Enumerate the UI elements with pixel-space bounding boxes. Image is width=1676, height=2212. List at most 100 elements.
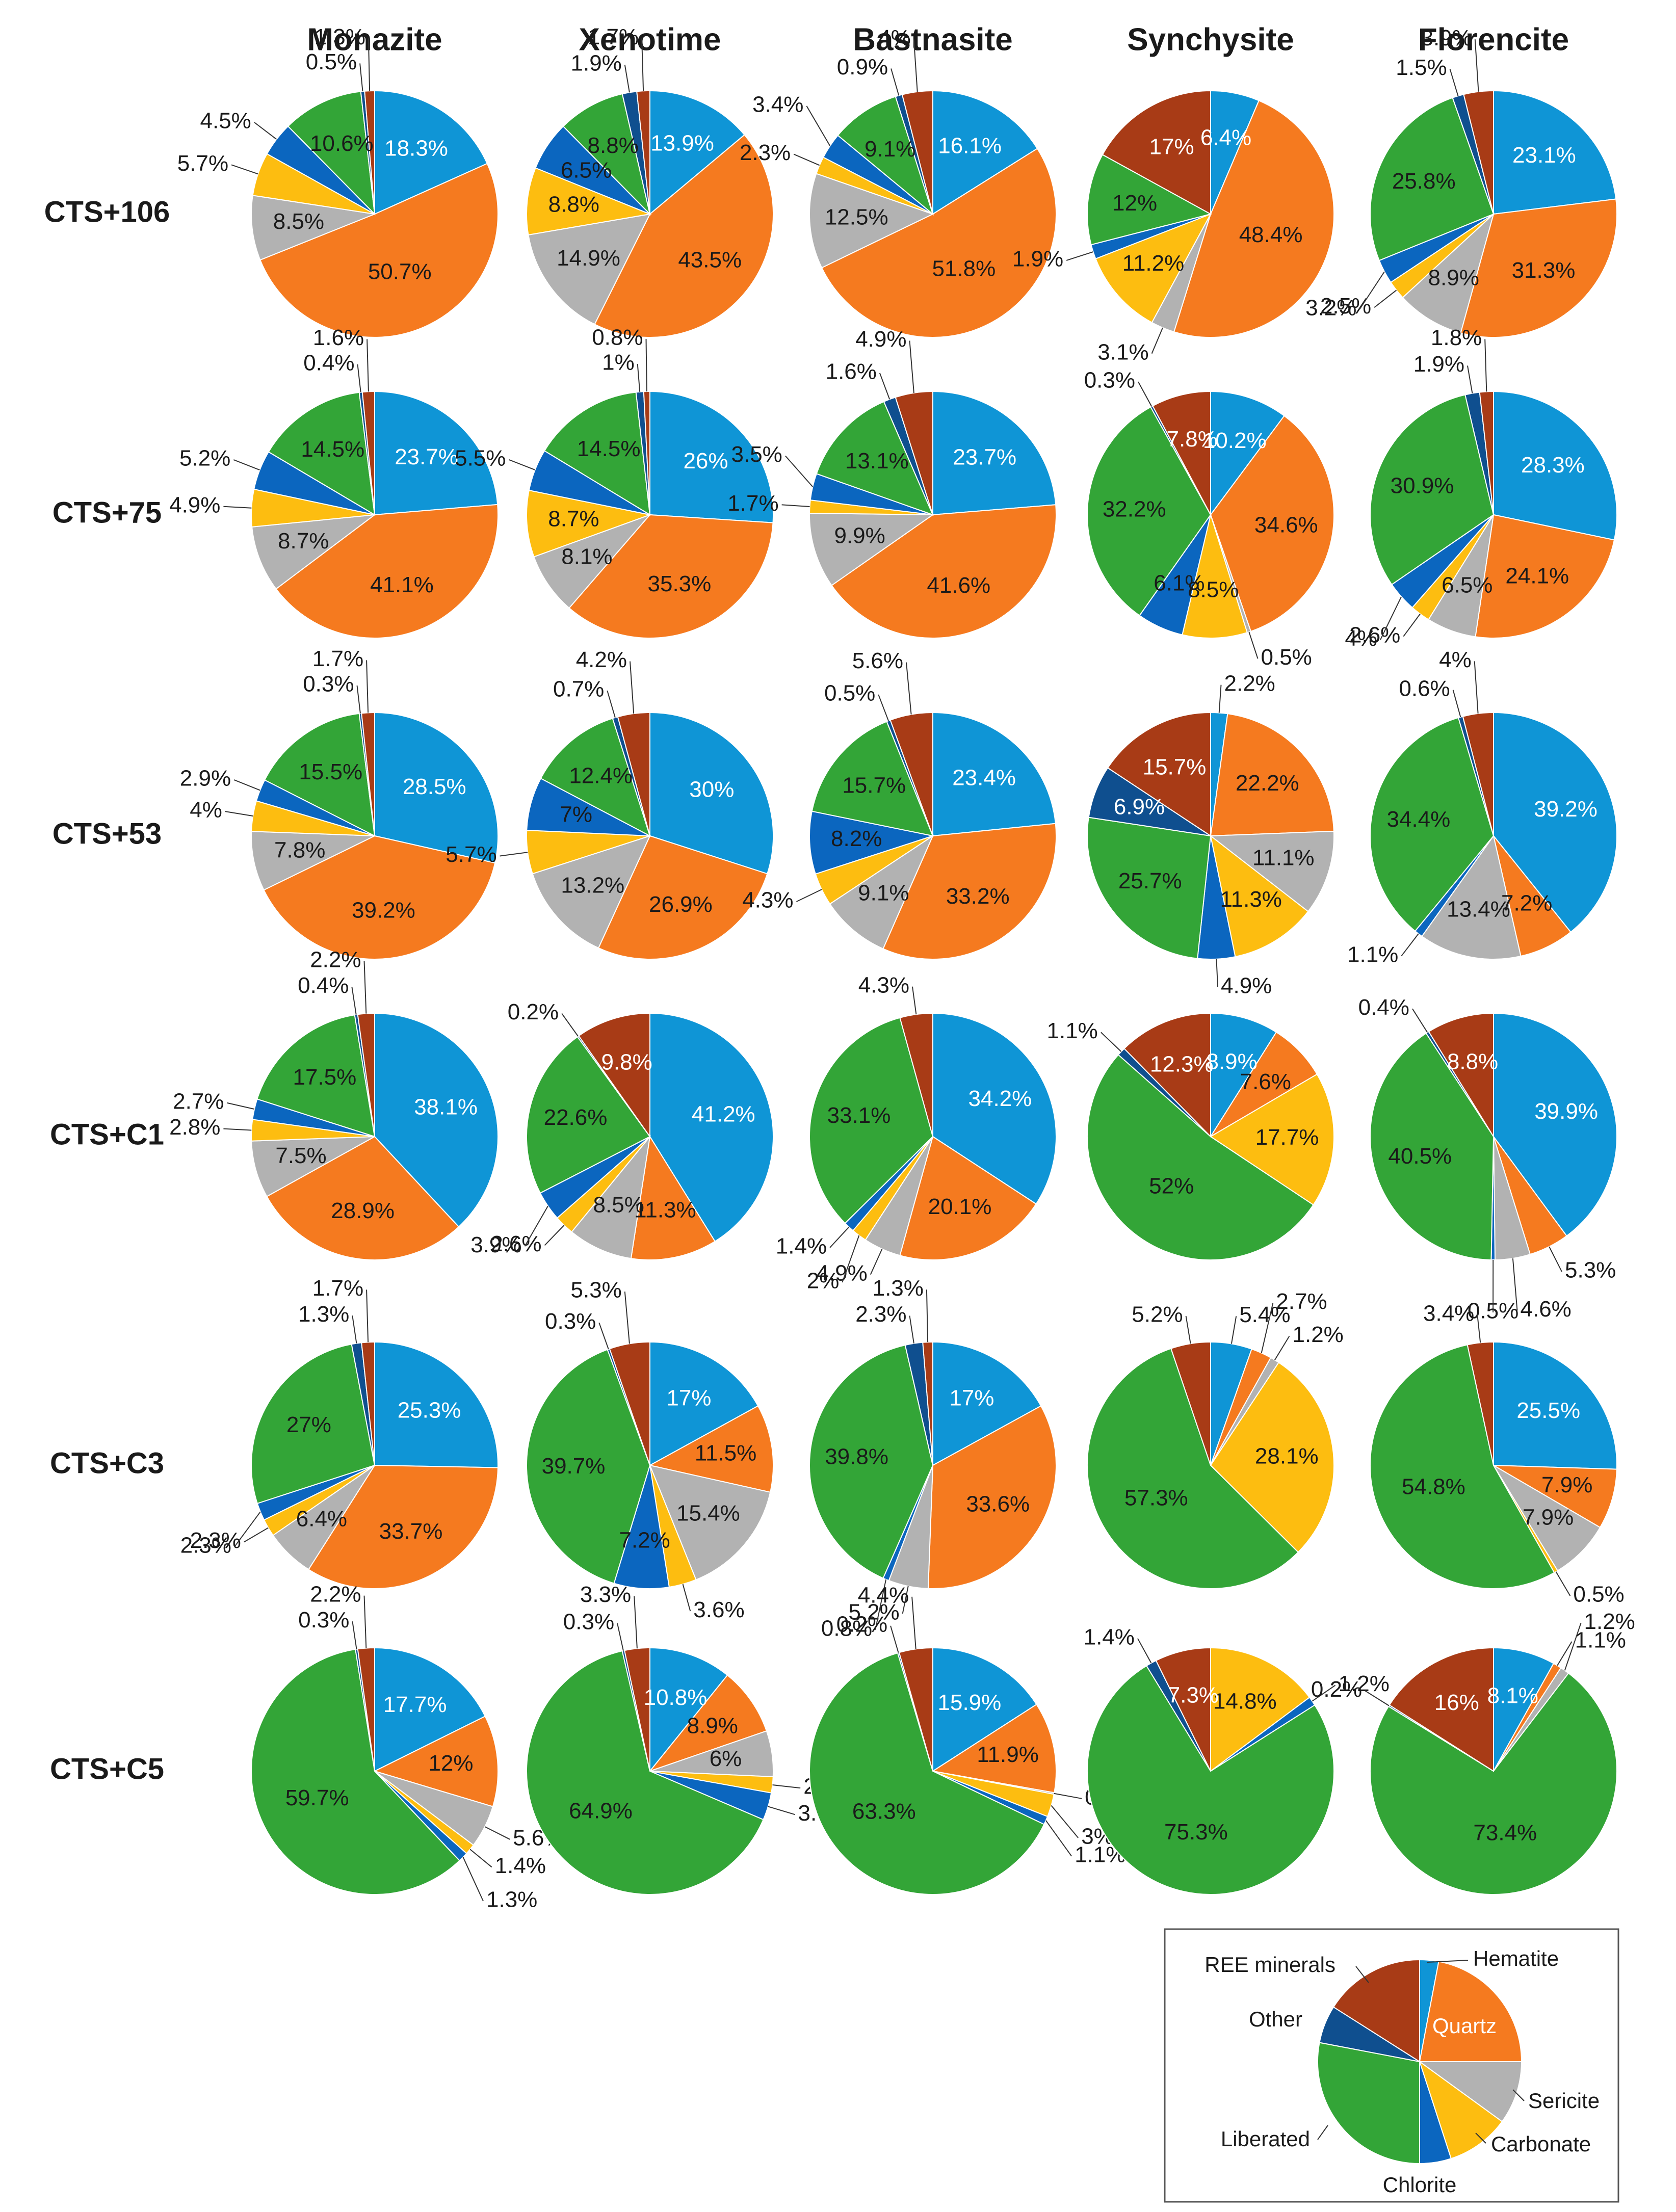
pie-cts-53-bastnasite-slice-quartz [882, 823, 1057, 960]
pie-cts-c3-bastnasite-slice-liberated [809, 1344, 934, 1579]
pie-cts-c5-bastnasite-label-liberated: 63.3% [852, 1799, 916, 1824]
pie-cts-c1-bastnasite-label-quartz: 20.1% [928, 1194, 992, 1219]
pie-cts-c5-xenotime-slice-hematite [649, 1647, 728, 1773]
pie-grid: 18.3%50.7%8.5%5.7%4.5%10.6%0.5%1.3%13.9%… [169, 24, 1635, 1912]
pie-cts-106-monazite-leader-chlorite [254, 122, 277, 140]
pie-cts-c5-florencite-leader-quartz [1557, 1641, 1573, 1666]
pie-cts-c3-xenotime-slice-chlorite [613, 1465, 670, 1589]
pie-cts-106-synchysite-slice-ree-minerals [1102, 90, 1211, 215]
pie-cts-106-xenotime-slice-quartz [594, 134, 774, 338]
pie-cts-c3-bastnasite: 17% 33.6% 5.2%0.8% 39.8% 2.3%1.3% [809, 1276, 1057, 1641]
pie-cts-53-synchysite-label-quartz: 22.2% [1236, 771, 1299, 796]
pie-cts-53-xenotime-slice-quartz [597, 835, 768, 960]
pie-cts-106-monazite-label-ree-minerals: 1.3% [315, 24, 365, 49]
pie-cts-c1-monazite-leader-chlorite [227, 1102, 255, 1110]
pie-cts-53-monazite-label-sericite: 7.8% [274, 838, 325, 863]
pie-cts-c1-xenotime-leader-chlorite [524, 1205, 548, 1247]
pie-cts-c5-bastnasite-slice-quartz [931, 1703, 1057, 1794]
pie-cts-c5-xenotime-label-quartz: 8.9% [687, 1713, 738, 1738]
pie-cts-c3-florencite-label-hematite: 25.5% [1516, 1398, 1580, 1423]
pie-cts-c5-monazite-leader-chlorite [462, 1857, 484, 1902]
pie-cts-c5-florencite-label-hematite: 8.1% [1487, 1683, 1538, 1708]
pie-cts-53-xenotime-slice-chlorite [526, 777, 650, 836]
pie-cts-c5-bastnasite-slice-hematite [932, 1647, 1037, 1772]
pie-cts-c5-bastnasite-leader-carbonate [1051, 1805, 1079, 1838]
pie-cts-53-monazite-label-other: 0.3% [303, 672, 354, 697]
pie-cts-c3-xenotime-leader-carbonate [682, 1584, 691, 1612]
pie-cts-106-florencite-leader-ree-minerals [1474, 39, 1479, 92]
pie-cts-106-xenotime-label-hematite: 13.9% [650, 131, 714, 156]
pie-cts-c1-florencite-slice-hematite [1493, 1012, 1617, 1237]
legend-item-liberated: Liberated [1221, 2127, 1310, 2151]
pie-cts-c3-bastnasite-label-other: 2.3% [855, 1302, 906, 1327]
pie-cts-106-florencite-leader-chlorite [1359, 271, 1385, 310]
pie-cts-53-bastnasite-label-quartz: 33.2% [946, 884, 1010, 909]
pie-cts-106-monazite-label-hematite: 18.3% [384, 136, 448, 161]
pie-cts-106-xenotime-slice-ree-minerals [636, 90, 650, 215]
pie-cts-75-monazite-leader-other [357, 364, 361, 392]
pie-cts-c3-monazite-label-chlorite: 2.3% [180, 1533, 231, 1558]
pie-cts-53-bastnasite-label-other: 0.5% [824, 680, 875, 705]
pie-cts-106-xenotime-slice-hematite [649, 90, 745, 216]
pie-cts-c5-synchysite: 14.8% 1.2% 75.3% 1.4% 7.3% [1084, 1624, 1390, 1895]
pie-cts-c5-monazite-leader-sericite [484, 1826, 510, 1840]
pie-cts-c1-bastnasite-label-hematite: 34.2% [968, 1086, 1032, 1111]
pie-cts-c5-monazite-label-other: 0.3% [298, 1608, 349, 1632]
pie-cts-c5-xenotime-label-other: 0.3% [563, 1610, 614, 1635]
pie-cts-75-bastnasite-label-liberated: 13.1% [845, 449, 909, 473]
pie-cts-c1-florencite-leader-other [1412, 1008, 1428, 1033]
pie-cts-106-bastnasite: 16.1% 51.8% 12.5% 2.3% 3.4% 9.1% 0.9% 4% [740, 25, 1057, 338]
pie-cts-c3-bastnasite-label-chlorite: 0.8% [821, 1616, 872, 1641]
pie-cts-c3-monazite-label-hematite: 25.3% [398, 1398, 461, 1423]
pie-cts-75-synchysite-label-quartz: 34.6% [1254, 513, 1318, 538]
pie-cts-106-synchysite-slice-quartz [1173, 99, 1335, 338]
pie-cts-75-xenotime-slice-quartz [568, 514, 774, 639]
pie-cts-75-synchysite-leader-sericite [1248, 631, 1259, 659]
pie-cts-c1-synchysite-label-quartz: 7.6% [1240, 1069, 1291, 1094]
pie-cts-106-bastnasite-leader-other [891, 68, 900, 96]
pie-cts-c1-monazite-label-ree-minerals: 2.2% [310, 947, 361, 972]
pie-cts-106-monazite-label-chlorite: 4.5% [200, 109, 251, 134]
pie-cts-75-florencite: 28.3% 24.1% 6.5% 2.6%4% 30.9% 1.9%1.8% [1345, 325, 1617, 651]
pie-cts-75-monazite-leader-chlorite [233, 459, 260, 471]
row-header-cts-53: CTS+53 [53, 817, 162, 850]
pie-cts-c1-bastnasite-leader-carbonate [842, 1235, 860, 1283]
pie-cts-c3-monazite-label-carbonate: 2.3% [190, 1528, 241, 1553]
pie-cts-c3-monazite: 25.3% 33.7% 6.4% 2.3%2.3% 27% 1.3%1.7% [180, 1276, 499, 1589]
pie-cts-c1-bastnasite-label-chlorite: 1.4% [776, 1233, 827, 1258]
pie-cts-106-monazite-label-sericite: 8.5% [273, 209, 324, 234]
pie-cts-c5-xenotime-leader-chlorite [768, 1806, 795, 1815]
pie-cts-106-florencite-label-other: 1.5% [1396, 55, 1447, 80]
pie-cts-c3-synchysite: 5.4%2.7% 1.2% 28.1% 57.3% 5.2% [1087, 1289, 1344, 1589]
pie-cts-75-monazite: 23.7% 41.1% 8.7% 4.9% 5.2% 14.5% 0.4%1.6% [169, 325, 499, 639]
pie-cts-c3-florencite-label-carbonate: 0.5% [1573, 1582, 1624, 1607]
pie-cts-53-synchysite-label-carbonate: 11.3% [1220, 887, 1282, 912]
pie-cts-c1-xenotime-label-liberated: 22.6% [544, 1105, 608, 1130]
pie-cts-75-bastnasite-label-carbonate: 1.7% [727, 491, 778, 516]
pie-cts-53-synchysite-slice-other [1088, 767, 1211, 836]
pie-cts-106-florencite-leader-other [1449, 69, 1459, 96]
pie-cts-75-synchysite-slice-liberated [1086, 406, 1212, 617]
pie-cts-c5-synchysite-leader-other [1137, 1638, 1152, 1664]
pie-cts-106-florencite-slice-liberated [1370, 97, 1495, 261]
pie-cts-c5-synchysite-slice-carbonate [1210, 1647, 1311, 1772]
pie-cts-106-synchysite-label-carbonate: 11.2% [1122, 251, 1185, 276]
pie-cts-c3-monazite-label-liberated: 27% [286, 1412, 331, 1437]
pie-cts-c1-xenotime-label-ree-minerals: 9.8% [601, 1050, 652, 1075]
pie-cts-75-synchysite-label-ree-minerals: 7.8% [1167, 427, 1218, 452]
legend-item-ree-minerals: REE minerals [1204, 1953, 1335, 1977]
pie-cts-75-bastnasite-leader-chlorite [785, 455, 814, 487]
pie-cts-c5-monazite-leader-other [352, 1621, 357, 1649]
pie-cts-75-synchysite-slice-quartz [1210, 415, 1334, 633]
legend-leader-liberated [1317, 2125, 1328, 2140]
pie-cts-c5-synchysite-label-carbonate: 14.8% [1213, 1689, 1277, 1714]
pie-cts-c3-monazite-slice-liberated [250, 1344, 376, 1505]
pie-cts-75-xenotime-label-sericite: 8.1% [561, 544, 612, 569]
pie-cts-53-xenotime-label-hematite: 30% [689, 777, 734, 802]
pie-cts-106-synchysite-label-sericite: 3.1% [1097, 339, 1148, 364]
pie-cts-c1-synchysite-slice-quartz [1210, 1031, 1318, 1137]
pie-cts-53-synchysite-slice-carbonate [1210, 834, 1309, 958]
pie-cts-106-xenotime-leader-other [624, 64, 630, 93]
row-header-cts-c3: CTS+C3 [50, 1446, 164, 1480]
legend-leader-hematite [1427, 1960, 1469, 1963]
